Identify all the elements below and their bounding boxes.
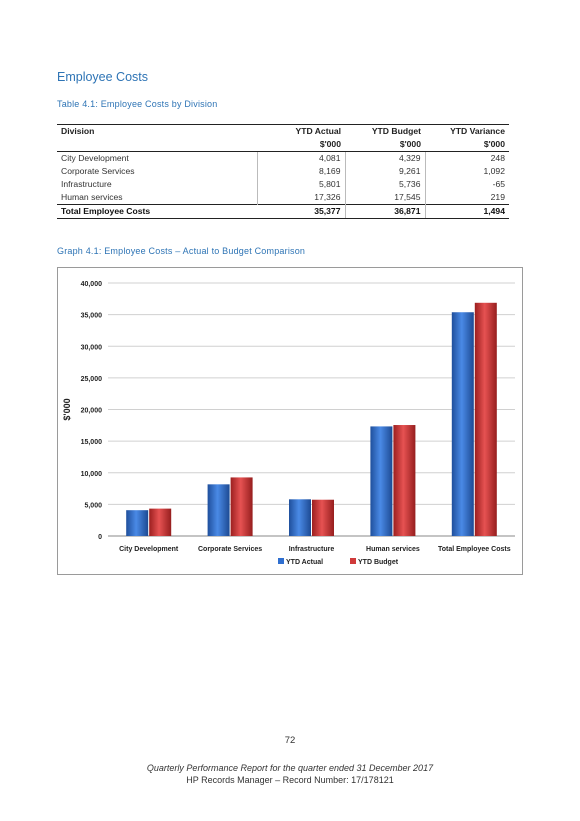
header-ytd-variance: YTD Variance <box>425 124 509 138</box>
cell-division: Infrastructure <box>57 178 258 191</box>
units-division <box>57 138 257 152</box>
cell-ytd-actual: 5,801 <box>257 178 346 191</box>
y-tick-label: 10,000 <box>81 471 103 478</box>
bar-ytd-actual <box>451 312 474 536</box>
legend-label: YTD Actual <box>286 559 323 566</box>
cell-ytd-budget: 17,545 <box>345 191 426 205</box>
total-ytd-variance: 1,494 <box>425 204 509 219</box>
units-ytd-actual: $'000 <box>257 138 345 152</box>
cell-ytd-variance: 219 <box>490 192 505 202</box>
chart-frame <box>57 267 523 575</box>
table-row: Infrastructure 5,801 5,736 -65 <box>57 178 509 191</box>
table-row: Human services 17,326 17,545 219 <box>57 191 509 205</box>
table-row: Corporate Services 8,169 9,261 1,092 <box>57 165 509 178</box>
bar-ytd-actual <box>370 426 393 536</box>
header-ytd-actual: YTD Actual <box>257 124 345 138</box>
header-division: Division <box>57 124 257 138</box>
chart-bars <box>126 302 497 536</box>
y-tick-label: 5,000 <box>84 502 102 509</box>
cell-division: City Development <box>57 151 258 165</box>
header-ytd-budget: YTD Budget <box>345 124 425 138</box>
employee-costs-chart: 0 5,000 10,000 15,000 20,000 25,000 30,000 35,0… <box>62 281 515 566</box>
total-label: Total Employee Costs <box>57 204 257 219</box>
y-tick-label: 15,000 <box>81 439 103 446</box>
cell-ytd-budget: 5,736 <box>345 178 426 191</box>
cell-ytd-actual: 17,326 <box>257 191 346 205</box>
x-tick-label: Human services <box>366 546 420 553</box>
cell-ytd-budget: 9,261 <box>345 165 426 178</box>
chart-gridlines <box>108 282 515 537</box>
y-tick-label: 35,000 <box>81 313 103 320</box>
x-axis-tick-labels: City Development Corporate Services Infras… <box>119 546 511 553</box>
footer-record-number: HP Records Manager – Record Number: 17/1… <box>186 775 394 785</box>
table-header-row: Division YTD Actual YTD Budget YTD Varia… <box>57 124 509 138</box>
x-tick-label: City Development <box>119 546 179 553</box>
total-ytd-actual: 35,377 <box>257 204 346 219</box>
legend-swatch <box>350 558 356 564</box>
cell-division: Human services <box>57 191 258 205</box>
bar-ytd-actual <box>207 484 230 536</box>
bar-ytd-budget <box>149 508 172 536</box>
bar-ytd-budget <box>230 477 253 536</box>
bar-ytd-budget <box>393 425 416 536</box>
x-tick-label: Corporate Services <box>198 546 262 553</box>
cell-division: Corporate Services <box>57 165 258 178</box>
y-tick-label: 30,000 <box>81 344 103 351</box>
total-ytd-budget: 36,871 <box>345 204 426 219</box>
bar-ytd-budget <box>474 302 497 536</box>
y-axis-label: $'000 <box>62 398 72 420</box>
y-tick-label: 20,000 <box>81 408 103 415</box>
cell-ytd-actual: 4,081 <box>257 151 346 165</box>
y-tick-label: 0 <box>98 534 102 541</box>
units-ytd-budget: $'000 <box>345 138 425 152</box>
y-tick-label: 25,000 <box>81 376 103 383</box>
table-units-row: $'000 $'000 $'000 <box>57 138 509 152</box>
x-tick-label: Total Employee Costs <box>438 546 511 553</box>
x-tick-label: Infrastructure <box>289 546 335 553</box>
units-ytd-variance: $'000 <box>425 138 509 152</box>
page-number: 72 <box>284 735 296 746</box>
legend-swatch <box>278 558 284 564</box>
table-row: City Development 4,081 4,329 248 <box>57 151 509 165</box>
legend-label: YTD Budget <box>358 559 399 566</box>
graph-caption: Graph 4.1: Employee Costs – Actual to Bu… <box>57 246 306 256</box>
y-axis-tick-labels: 0 5,000 10,000 15,000 20,000 25,000 30,000 35,0… <box>81 281 103 541</box>
footer-report-title: Quarterly Performance Report for the qua… <box>146 763 434 773</box>
table-total-row: Total Employee Costs 35,377 36,871 1,494 <box>57 204 509 219</box>
section-title: Employee Costs <box>57 70 149 84</box>
cell-ytd-variance: 1,092 <box>483 166 505 176</box>
employee-costs-table: Division YTD Actual YTD Budget YTD Varia… <box>57 124 509 219</box>
chart-legend: YTD Actual YTD Budget <box>278 558 399 566</box>
cell-ytd-budget: 4,329 <box>345 151 426 165</box>
table-caption: Table 4.1: Employee Costs by Division <box>57 99 218 109</box>
cell-ytd-variance: -65 <box>492 179 505 189</box>
y-tick-label: 40,000 <box>81 281 103 288</box>
cell-ytd-actual: 8,169 <box>257 165 346 178</box>
bar-ytd-actual <box>126 510 149 536</box>
bar-ytd-budget <box>312 499 334 536</box>
bar-ytd-actual <box>289 499 311 536</box>
cell-ytd-variance: 248 <box>490 153 505 163</box>
